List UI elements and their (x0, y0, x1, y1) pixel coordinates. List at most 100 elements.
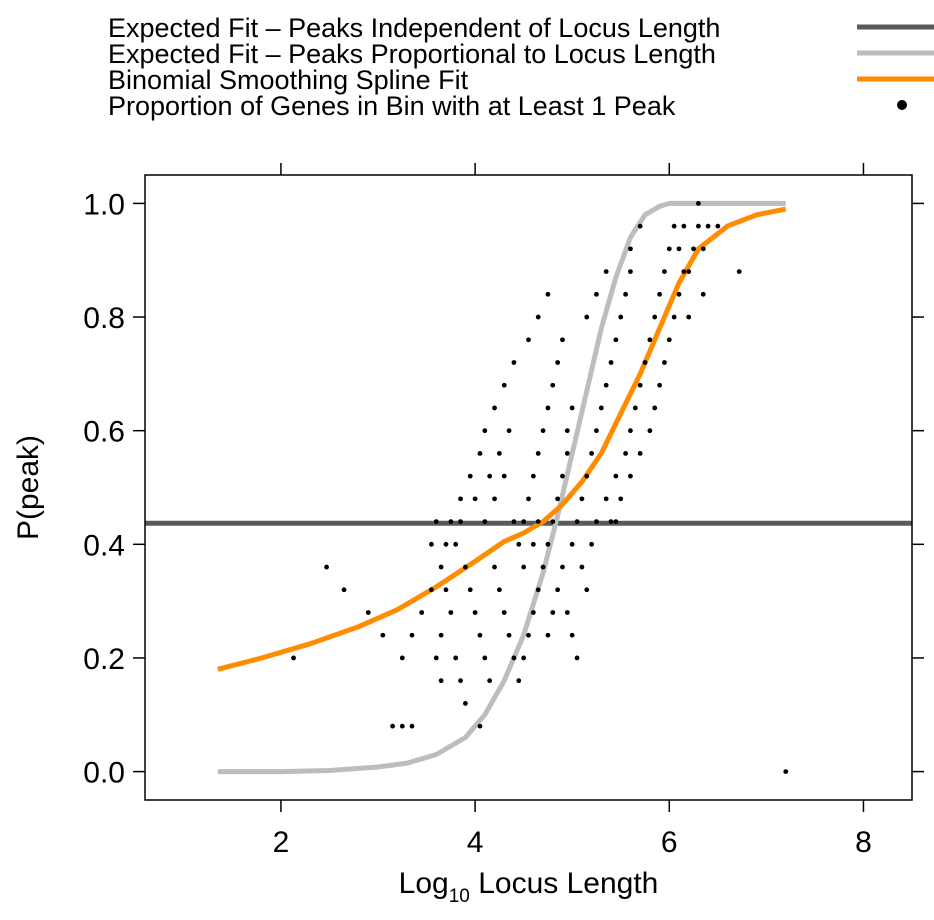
data-point (545, 541, 551, 547)
data-point (623, 291, 628, 297)
data-point (686, 269, 692, 274)
data-point (705, 223, 711, 229)
legend-label: Expected Fit – Peaks Independent of Locu… (108, 13, 720, 43)
data-point (482, 655, 488, 661)
data-point (506, 428, 512, 434)
data-point (555, 496, 561, 502)
data-point (579, 564, 585, 570)
data-point (467, 587, 473, 593)
data-point (569, 541, 575, 547)
data-point (409, 632, 415, 638)
data-point (419, 610, 425, 615)
data-point (691, 246, 696, 252)
data-point (535, 519, 541, 524)
data-point (516, 678, 522, 684)
data-point (676, 291, 682, 297)
data-point (526, 337, 531, 343)
data-point (550, 519, 556, 524)
data-point (628, 473, 633, 479)
data-point (681, 223, 687, 229)
data-point (613, 519, 619, 524)
data-point (632, 405, 638, 411)
data-point (550, 382, 556, 388)
data-point (526, 496, 531, 502)
data-point (482, 428, 488, 434)
data-point (365, 610, 371, 615)
data-point (637, 451, 643, 456)
legend-point-swatch (897, 100, 907, 110)
data-point (628, 246, 633, 252)
data-point (574, 655, 580, 661)
data-point (535, 451, 541, 456)
data-point (453, 655, 459, 661)
data-point (472, 496, 478, 502)
data-point (594, 519, 599, 524)
data-point (608, 360, 614, 365)
plot-frame (144, 174, 913, 801)
data-point (736, 269, 742, 274)
data-point (477, 451, 483, 456)
data-point (560, 564, 565, 570)
data-point (501, 610, 507, 615)
data-point (535, 587, 541, 593)
data-point (700, 246, 706, 252)
data-point (438, 678, 444, 684)
data-point (666, 246, 672, 252)
data-point (564, 610, 570, 615)
data-point (516, 541, 522, 547)
data-point (589, 541, 595, 547)
data-point (569, 405, 575, 411)
data-point (448, 519, 454, 524)
data-point (579, 496, 585, 502)
x-tick-label: 8 (855, 826, 872, 859)
x-tick-label: 4 (467, 826, 484, 859)
x-axis-title-main: Log (399, 867, 449, 900)
data-point (506, 632, 512, 638)
legend: Expected Fit – Peaks Independent of Locu… (108, 13, 934, 121)
data-point (458, 496, 463, 502)
data-point (594, 428, 599, 434)
data-point (477, 632, 483, 638)
data-point (662, 269, 667, 274)
data-point (555, 360, 561, 365)
legend-label: Binomial Smoothing Spline Fit (108, 65, 469, 95)
data-point (511, 655, 517, 661)
legend-label: Proportion of Genes in Bin with at Least… (108, 91, 676, 121)
data-point (560, 473, 565, 479)
data-point (501, 473, 507, 479)
data-point (438, 564, 444, 570)
data-point (545, 632, 551, 638)
data-point (666, 337, 672, 343)
data-point (540, 564, 546, 570)
data-point (584, 473, 590, 479)
y-tick-label: 0.6 (83, 416, 125, 449)
data-point (433, 655, 439, 661)
data-point (453, 541, 459, 547)
data-point (594, 291, 599, 297)
data-point (443, 587, 449, 593)
data-point (700, 291, 706, 297)
data-point (399, 723, 405, 729)
data-point (492, 496, 497, 502)
data-point (657, 291, 662, 297)
data-point (686, 314, 692, 320)
data-point (530, 610, 536, 615)
data-point (550, 610, 556, 615)
y-tick-label: 0.4 (83, 529, 125, 562)
data-point (613, 337, 619, 343)
data-point (487, 473, 493, 479)
data-point (521, 655, 527, 661)
data-point (526, 632, 531, 638)
data-point (438, 632, 444, 638)
data-point (569, 632, 575, 638)
data-point (545, 291, 551, 297)
x-axis-title-subscript: 10 (449, 886, 470, 907)
y-axis-title: P(peak) (12, 435, 45, 540)
series-line (217, 206, 787, 672)
axis-ticks: 2 4 6 8 0.0 0.2 0.4 0.6 0.8 1.0 (83, 163, 924, 859)
data-point (613, 473, 619, 479)
data-point (574, 519, 580, 524)
x-axis-title-rest: Locus Length (470, 867, 658, 900)
data-point (492, 405, 497, 411)
